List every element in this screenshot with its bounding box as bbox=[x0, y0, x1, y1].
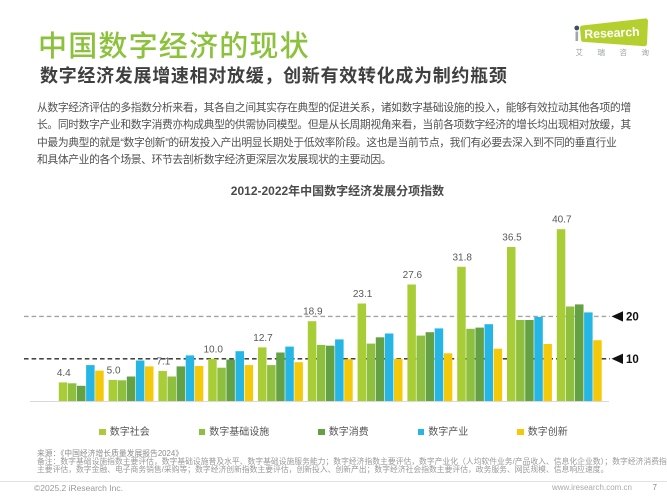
svg-text:40.7: 40.7 bbox=[552, 215, 572, 226]
svg-text:10.0: 10.0 bbox=[203, 344, 223, 355]
svg-text:18.9: 18.9 bbox=[303, 307, 323, 318]
svg-text:12.7: 12.7 bbox=[253, 333, 273, 344]
svg-text:27.6: 27.6 bbox=[403, 270, 423, 281]
svg-text:艾瑞咨询: 艾瑞咨询 bbox=[576, 47, 664, 57]
svg-text:20: 20 bbox=[626, 312, 639, 324]
svg-text:4.4: 4.4 bbox=[57, 368, 71, 379]
svg-text:5.0: 5.0 bbox=[107, 365, 121, 376]
svg-text:10: 10 bbox=[626, 354, 639, 366]
svg-text:36.5: 36.5 bbox=[502, 233, 522, 244]
svg-text:Research: Research bbox=[584, 25, 640, 42]
svg-text:7.1: 7.1 bbox=[156, 357, 170, 368]
svg-text:31.8: 31.8 bbox=[452, 252, 472, 263]
svg-text:23.1: 23.1 bbox=[353, 289, 373, 300]
